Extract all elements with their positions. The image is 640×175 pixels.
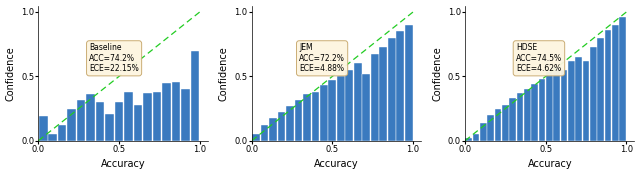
Bar xyxy=(312,92,319,141)
Bar xyxy=(597,38,604,141)
Bar xyxy=(58,125,67,141)
Bar xyxy=(77,100,86,141)
Bar xyxy=(362,74,371,141)
X-axis label: Accuracy: Accuracy xyxy=(100,159,145,169)
X-axis label: Accuracy: Accuracy xyxy=(527,159,572,169)
Bar xyxy=(181,89,190,141)
Bar xyxy=(480,123,487,141)
Bar xyxy=(320,85,328,141)
Bar xyxy=(260,125,268,141)
Y-axis label: Confidence: Confidence xyxy=(432,46,442,100)
Bar xyxy=(303,94,311,141)
Y-axis label: Confidence: Confidence xyxy=(219,46,229,100)
Bar xyxy=(67,108,76,141)
Bar xyxy=(172,82,180,141)
Bar xyxy=(546,72,553,141)
Bar xyxy=(124,92,133,141)
Bar xyxy=(524,89,531,141)
Bar xyxy=(590,47,596,141)
Bar xyxy=(568,61,575,141)
Bar xyxy=(396,31,404,141)
Bar xyxy=(539,79,545,141)
Bar xyxy=(509,98,516,141)
Bar xyxy=(605,30,611,141)
Text: HDSE
ACC=74.5%
ECE=4.62%: HDSE ACC=74.5% ECE=4.62% xyxy=(516,43,562,73)
Bar xyxy=(380,47,387,141)
Bar xyxy=(286,106,294,141)
X-axis label: Accuracy: Accuracy xyxy=(314,159,359,169)
Bar xyxy=(48,134,57,141)
Bar xyxy=(473,134,479,141)
Bar xyxy=(354,64,362,141)
Text: Baseline
ACC=74.2%
ECE=22.15%: Baseline ACC=74.2% ECE=22.15% xyxy=(89,43,139,73)
Bar xyxy=(153,92,161,141)
Bar xyxy=(278,112,285,141)
Bar xyxy=(191,51,199,141)
Bar xyxy=(134,105,142,141)
Bar xyxy=(531,84,538,141)
Bar xyxy=(337,76,345,141)
Bar xyxy=(487,115,494,141)
Bar xyxy=(465,138,472,141)
Bar xyxy=(620,17,626,141)
Bar xyxy=(86,94,95,141)
Y-axis label: Confidence: Confidence xyxy=(6,46,15,100)
Bar xyxy=(388,38,396,141)
Bar xyxy=(252,134,260,141)
Bar xyxy=(346,70,353,141)
Bar xyxy=(575,57,582,141)
Bar xyxy=(502,105,509,141)
Bar xyxy=(405,25,413,141)
Bar xyxy=(328,80,336,141)
Bar xyxy=(115,102,124,141)
Bar xyxy=(96,102,104,141)
Bar xyxy=(612,25,619,141)
Bar xyxy=(561,70,568,141)
Bar xyxy=(495,108,501,141)
Bar xyxy=(554,67,560,141)
Bar xyxy=(371,54,379,141)
Bar xyxy=(582,61,589,141)
Bar xyxy=(294,100,302,141)
Bar xyxy=(105,114,114,141)
Text: JEM
ACC=72.2%
ECE=4.88%: JEM ACC=72.2% ECE=4.88% xyxy=(299,43,345,73)
Bar xyxy=(39,116,47,141)
Bar xyxy=(143,93,152,141)
Bar xyxy=(162,83,171,141)
Bar xyxy=(516,93,524,141)
Bar xyxy=(269,118,277,141)
